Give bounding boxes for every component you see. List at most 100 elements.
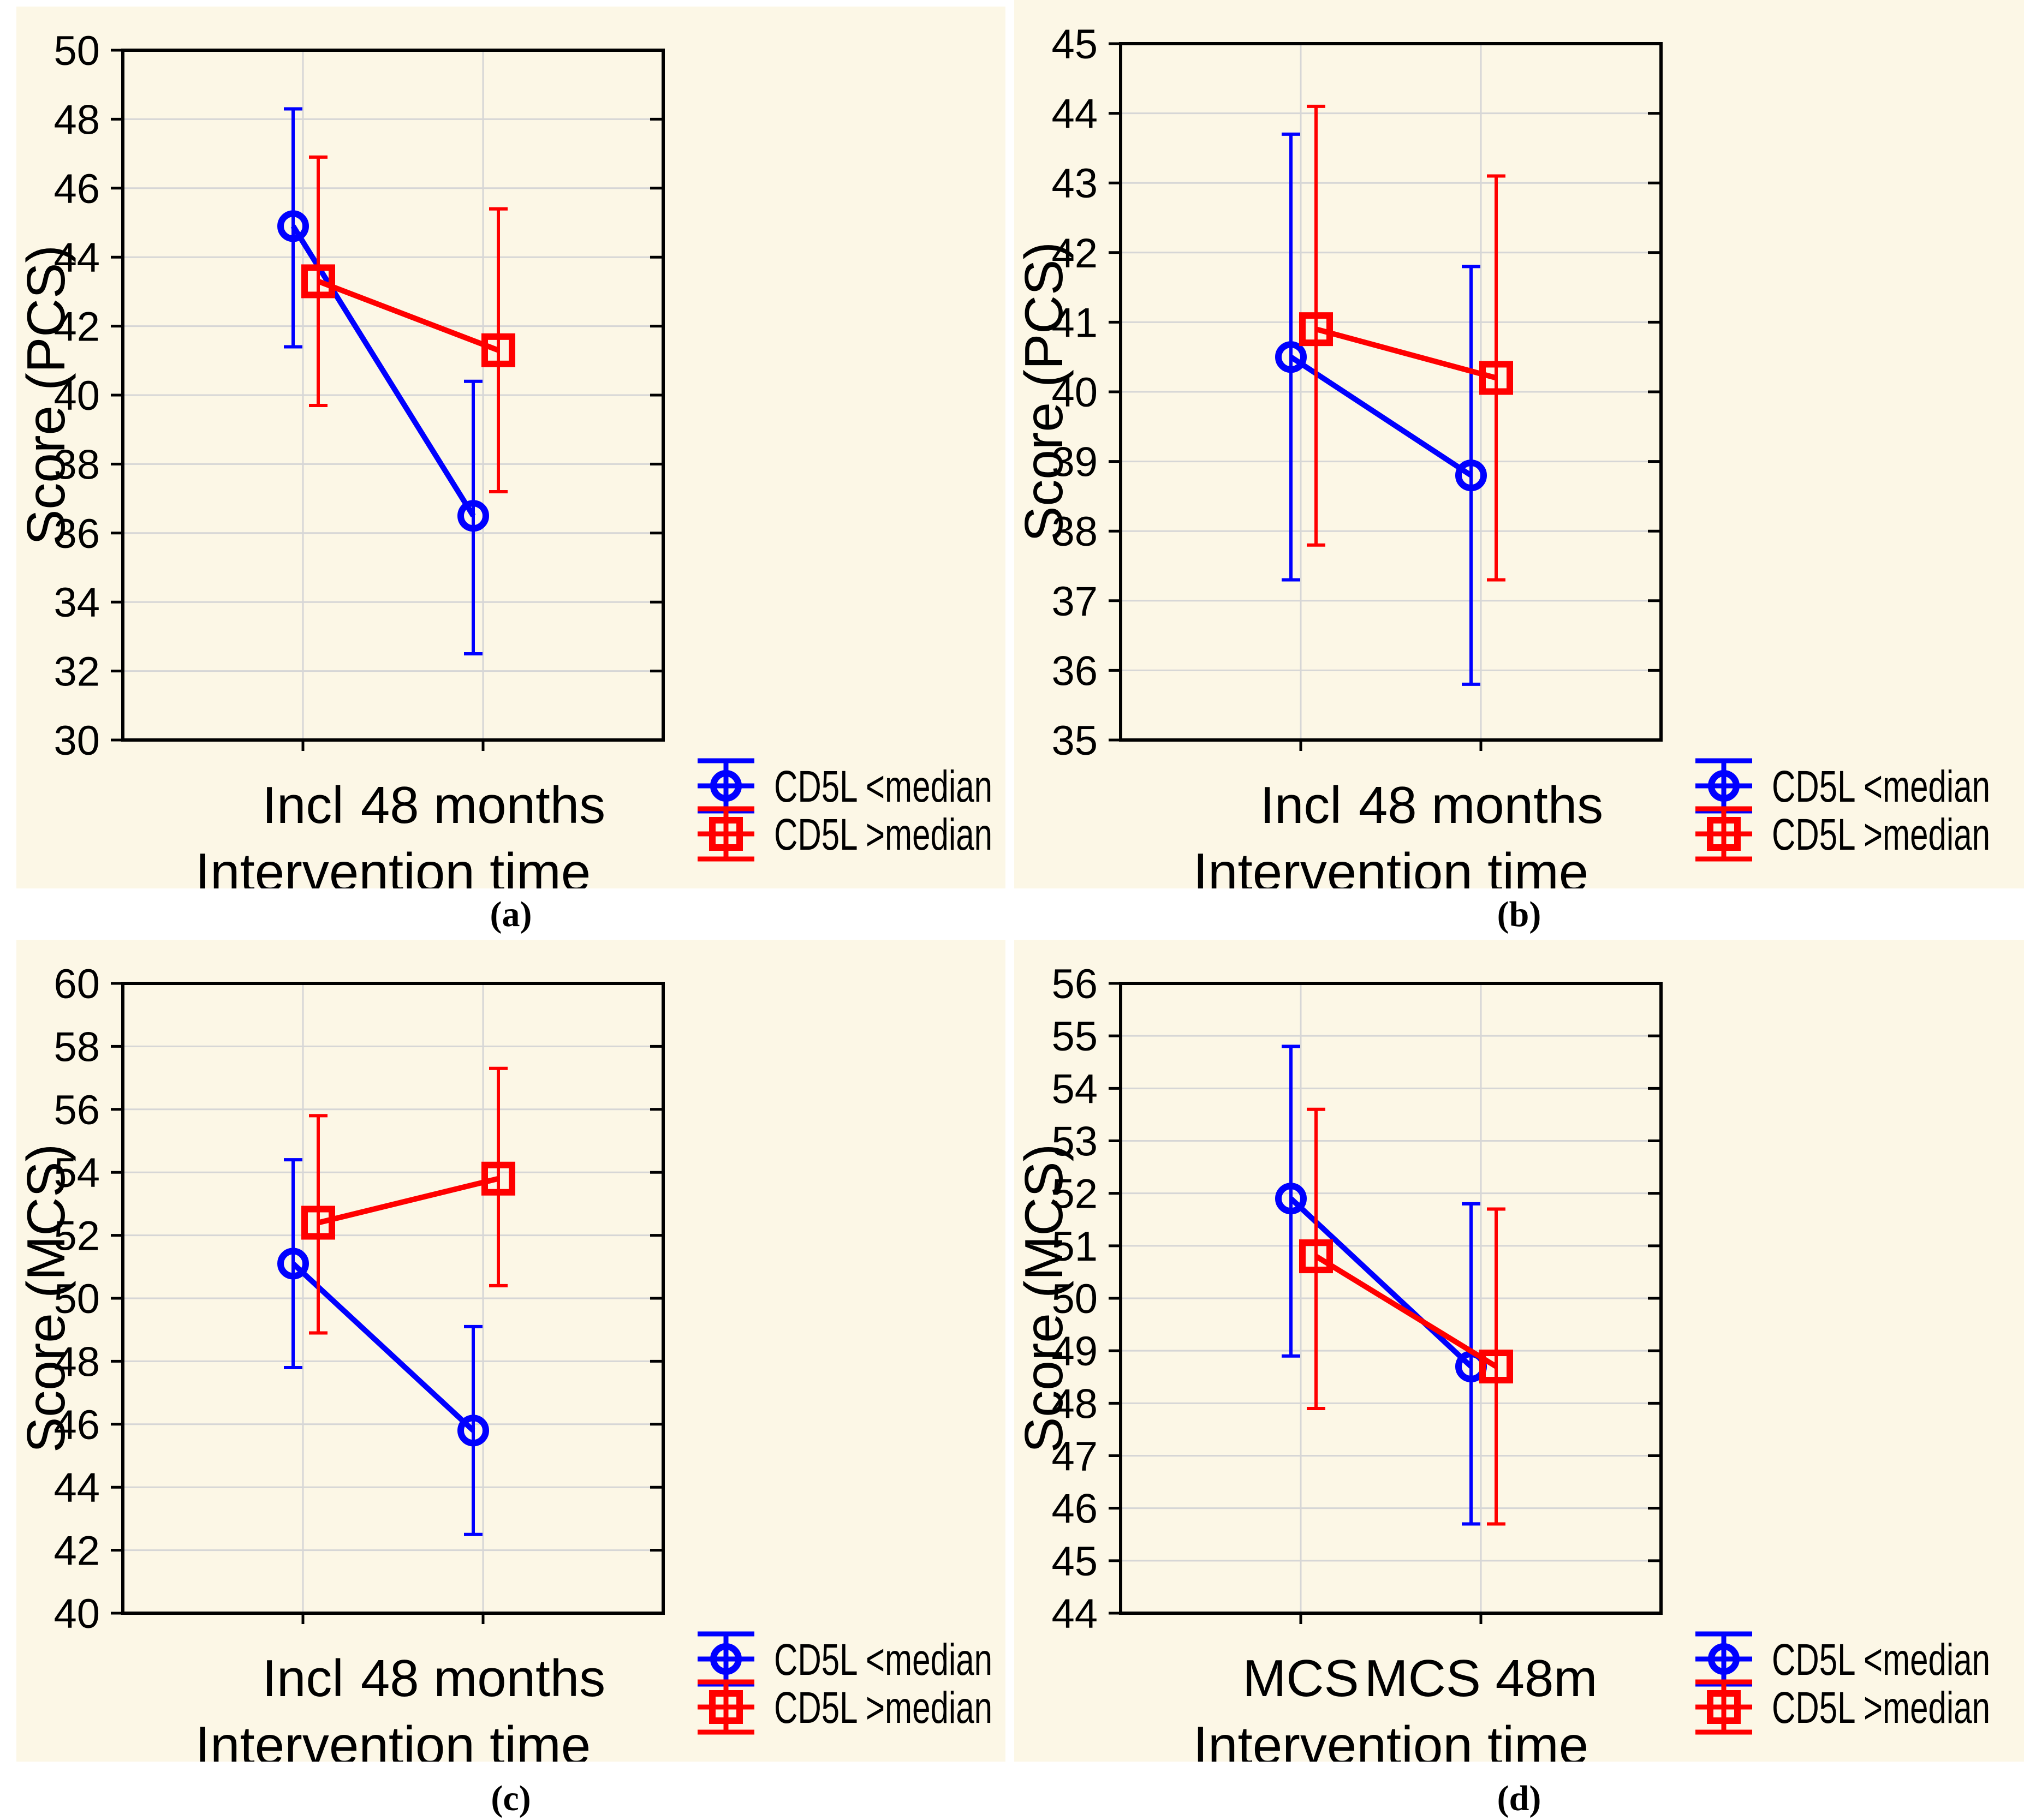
- y-tick-label: 34: [53, 580, 100, 626]
- legend-square-icon: [1707, 1690, 1741, 1724]
- legend-label: CD5L >median: [774, 1683, 992, 1733]
- legend-label: CD5L >median: [1772, 810, 1990, 860]
- y-tick-label: 48: [53, 1339, 100, 1385]
- y-tick-label: 46: [53, 166, 100, 212]
- x-tick-label: 48 months: [361, 1649, 605, 1708]
- y-tick-label: 46: [53, 1402, 100, 1448]
- x-axis-title: Intervention time: [195, 1715, 591, 1762]
- chart-d: 44 45 46 47 48 49 50 51 52 53 54 55 56 MCS MCS 48m Inte…: [1014, 961, 1990, 1762]
- circle-marker: [277, 1248, 309, 1280]
- y-tick-label: 46: [1051, 1486, 1098, 1532]
- y-tick-label: 42: [1051, 230, 1098, 277]
- y-tick-label: 54: [1051, 1066, 1098, 1112]
- y-axis-title: Score (MCS): [1014, 1144, 1074, 1453]
- series-line: [290, 224, 476, 517]
- panel-a-caption: (a): [490, 894, 532, 934]
- y-tick-label: 38: [53, 441, 100, 488]
- y-tick-label: 44: [1051, 1591, 1098, 1637]
- y-tick-label: 30: [53, 718, 100, 764]
- series-line: [291, 1261, 475, 1433]
- y-tick-label: 42: [53, 1528, 100, 1574]
- legend-square-icon: [709, 817, 743, 851]
- y-tick-label: 40: [1051, 369, 1098, 416]
- square-marker: [1299, 1239, 1333, 1274]
- panel-d: 44 45 46 47 48 49 50 51 52 53 54 55 56 MCS MCS 48m Inte…: [1014, 940, 2024, 1762]
- y-tick-label: 55: [1051, 1013, 1098, 1060]
- y-tick-label: 44: [1051, 91, 1098, 138]
- y-tick-label: 50: [1051, 1276, 1098, 1322]
- y-tick-label: 32: [53, 649, 100, 695]
- panel-d-caption: (d): [1497, 1779, 1541, 1818]
- circle-marker: [1275, 341, 1307, 373]
- y-tick-label: 54: [53, 1150, 100, 1196]
- legend-label: CD5L <median: [774, 762, 992, 811]
- y-tick-label: 51: [1051, 1224, 1098, 1270]
- series-line: [317, 278, 499, 353]
- circle-marker: [457, 500, 489, 532]
- legend-square-icon: [1707, 817, 1741, 851]
- legend-label: CD5L <median: [1772, 762, 1990, 811]
- y-tick-label: 48: [1051, 1381, 1098, 1427]
- panel-b-caption: (b): [1497, 894, 1541, 934]
- square-marker: [301, 1206, 335, 1240]
- panel-c-caption: (c): [491, 1779, 531, 1818]
- square-marker: [1299, 312, 1333, 347]
- x-tick-label: Incl: [262, 776, 343, 834]
- y-axis-title: Score (PCS): [16, 245, 76, 545]
- square-marker: [481, 333, 515, 367]
- y-tick-label: 48: [53, 97, 100, 143]
- square-marker: [301, 264, 335, 299]
- chart-b: 35 36 37 38 39 40 41 42 43 44 45 Incl 48 months Inter…: [1014, 21, 1990, 888]
- y-tick-label: 40: [53, 373, 100, 419]
- x-tick-label: Incl: [1260, 776, 1341, 834]
- y-tick-label: 41: [1051, 300, 1098, 346]
- series-line: [317, 1175, 499, 1226]
- series-line: [1315, 326, 1497, 381]
- y-tick-label: 52: [1051, 1171, 1098, 1218]
- y-tick-label: 37: [1051, 578, 1098, 625]
- panel-a: 30 32 34 36 38 40 42 44 46 48 50 Incl 48 months Inter…: [16, 7, 1005, 888]
- legend-label: CD5L <median: [1772, 1635, 1990, 1685]
- y-tick-label: 45: [1051, 21, 1098, 68]
- circle-marker: [1455, 460, 1487, 492]
- x-axis-title: Intervention time: [195, 842, 591, 888]
- legend-label: CD5L >median: [774, 810, 992, 860]
- y-tick-label: 50: [53, 1276, 100, 1322]
- chart-c: 40 42 44 46 48 50 52 54 56 58 60 Incl 48 months Inter…: [16, 961, 992, 1762]
- y-tick-label: 39: [1051, 439, 1098, 486]
- y-tick-label: 36: [1051, 648, 1098, 694]
- y-tick-label: 49: [1051, 1328, 1098, 1375]
- legend-circle-icon: [710, 1643, 742, 1675]
- square-marker: [1479, 361, 1513, 395]
- chart-a: 30 32 34 36 38 40 42 44 46 48 50 Incl 48 months Inter…: [16, 28, 992, 888]
- circle-marker: [457, 1415, 489, 1447]
- y-tick-label: 44: [53, 1465, 100, 1511]
- x-tick-label: 48 months: [1359, 776, 1603, 834]
- y-tick-label: 44: [53, 235, 100, 281]
- panel-c: 40 42 44 46 48 50 52 54 56 58 60 Incl 48 months Inter…: [16, 940, 1005, 1762]
- legend-label: CD5L <median: [774, 1635, 992, 1685]
- x-axis-title: Intervention time: [1193, 842, 1588, 888]
- y-tick-label: 47: [1051, 1434, 1098, 1480]
- y-tick-label: 35: [1051, 718, 1098, 764]
- legend-circle-icon: [710, 770, 742, 802]
- legend-square-icon: [709, 1690, 743, 1724]
- series-line: [1289, 1196, 1473, 1369]
- y-tick-label: 42: [53, 304, 100, 350]
- y-tick-label: 50: [53, 28, 100, 74]
- legend-label: CD5L >median: [1772, 1683, 1990, 1733]
- y-tick-label: 60: [53, 961, 100, 1007]
- y-tick-label: 52: [53, 1213, 100, 1260]
- square-marker: [1479, 1350, 1513, 1384]
- y-tick-label: 40: [53, 1591, 100, 1637]
- panel-b: 35 36 37 38 39 40 41 42 43 44 45 Incl 48 months Inter…: [1014, 0, 2024, 888]
- y-axis-title: Score (PCS): [1014, 242, 1074, 542]
- y-axis-title: Score (MCS): [16, 1144, 76, 1453]
- y-tick-label: 38: [1051, 509, 1098, 555]
- y-tick-label: 43: [1051, 160, 1098, 207]
- square-marker: [481, 1161, 515, 1196]
- y-tick-label: 36: [53, 511, 100, 557]
- y-tick-label: 56: [1051, 961, 1098, 1007]
- x-axis-title: Intervention time: [1193, 1715, 1588, 1762]
